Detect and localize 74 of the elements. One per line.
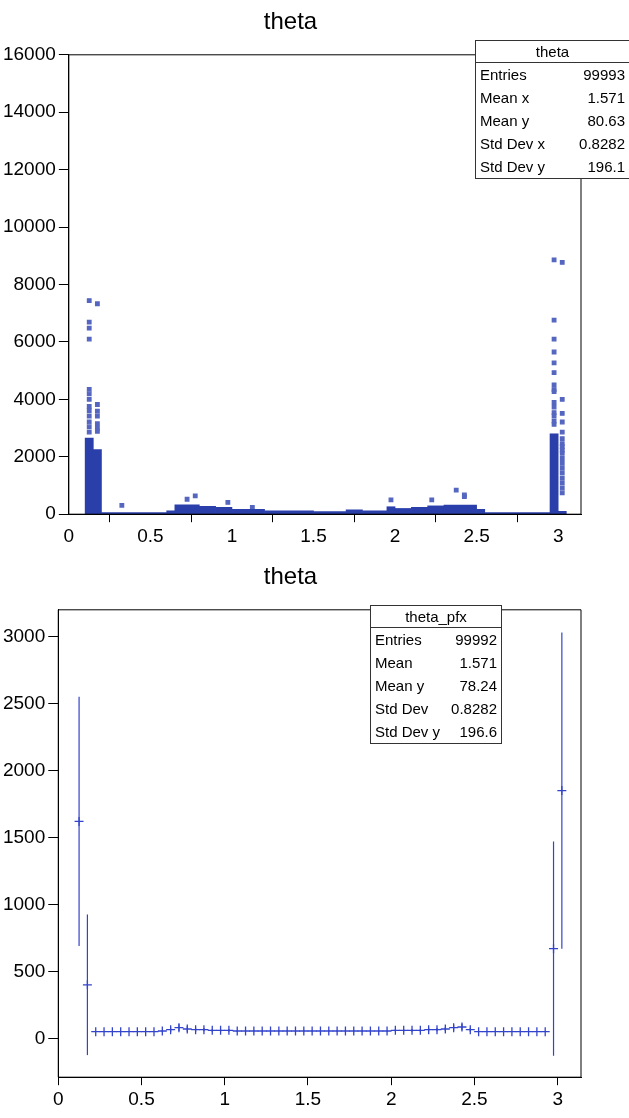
point	[265, 1025, 276, 1037]
text: Entries 99992	[375, 631, 497, 648]
point	[365, 1025, 376, 1037]
point	[273, 1025, 284, 1037]
text: Std Dev 0.8282	[375, 700, 497, 717]
y-tick-label: 2000	[2, 758, 46, 780]
point	[232, 1025, 243, 1037]
y-tick-label: 1500	[2, 825, 46, 847]
point	[315, 1025, 326, 1037]
point	[323, 1025, 334, 1037]
y-tick-label: 16000	[2, 43, 56, 65]
chart-title: theta	[263, 562, 318, 590]
point	[331, 1025, 343, 1037]
text: Mean x 1.571	[480, 89, 625, 106]
point	[223, 1025, 235, 1036]
point	[356, 1025, 368, 1037]
x-tick-label: 2.5	[463, 524, 490, 546]
point	[306, 1025, 318, 1037]
point	[73, 816, 85, 827]
point	[257, 1025, 268, 1037]
annotation: theta	[476, 41, 629, 63]
point	[240, 1025, 251, 1037]
point	[290, 1025, 301, 1037]
point	[431, 1024, 443, 1035]
x-tick-label: 0.5	[137, 524, 164, 546]
point	[248, 1025, 260, 1037]
x-tick-label: 1	[219, 1087, 231, 1109]
point	[406, 1025, 418, 1036]
point	[182, 1023, 193, 1035]
x-tick-label: 3	[552, 524, 564, 546]
x-tick-label: 1.5	[294, 1087, 322, 1109]
point	[556, 785, 568, 796]
y-tick-label: 6000	[13, 330, 56, 352]
text: Std Dev y 196.6	[375, 723, 497, 740]
y-tick-label: 12000	[2, 157, 56, 179]
y-tick-label: 2500	[2, 691, 46, 713]
point	[157, 1025, 168, 1037]
point	[282, 1025, 293, 1037]
y-tick-label: 14000	[2, 100, 56, 122]
x-tick-label: 0	[63, 524, 75, 546]
point	[373, 1025, 384, 1037]
y-tick-label: 8000	[13, 272, 56, 294]
point	[173, 1022, 185, 1033]
point	[340, 1025, 351, 1037]
x-tick-label: 0.5	[128, 1087, 155, 1109]
x-tick-label: 2.5	[461, 1087, 488, 1109]
x-tick-label: 3	[552, 1087, 563, 1109]
point	[448, 1022, 459, 1033]
point	[348, 1025, 359, 1037]
text: Std Dev y 196.1	[480, 158, 625, 175]
text: Mean y 78.24	[375, 677, 497, 694]
annotation: theta_pfx	[371, 606, 501, 628]
y-tick-label: 0	[45, 502, 56, 524]
y-tick-label: 3000	[2, 624, 46, 646]
y-tick-label: 4000	[13, 387, 56, 409]
text: Mean y 80.63	[480, 112, 625, 129]
y-tick-label: 0	[34, 1026, 46, 1048]
point	[198, 1024, 210, 1035]
y-tick-label: 1000	[2, 892, 46, 914]
chart-title: theta	[263, 7, 318, 35]
point	[456, 1021, 468, 1033]
point	[298, 1025, 309, 1037]
x-tick-label: 2	[385, 1087, 397, 1109]
x-tick-label: 2	[389, 524, 401, 546]
y-tick-label: 10000	[2, 215, 56, 237]
text: Entries 99993	[480, 66, 625, 83]
x-tick-label: 1.5	[300, 524, 327, 546]
point	[381, 1025, 393, 1037]
point	[440, 1023, 451, 1035]
y-tick-label: 500	[13, 959, 46, 981]
y-tick-label: 2000	[13, 445, 56, 467]
text: Mean 1.571	[375, 654, 497, 671]
text: Std Dev x 0.8282	[480, 135, 625, 152]
x-tick-label: 1	[226, 524, 238, 546]
